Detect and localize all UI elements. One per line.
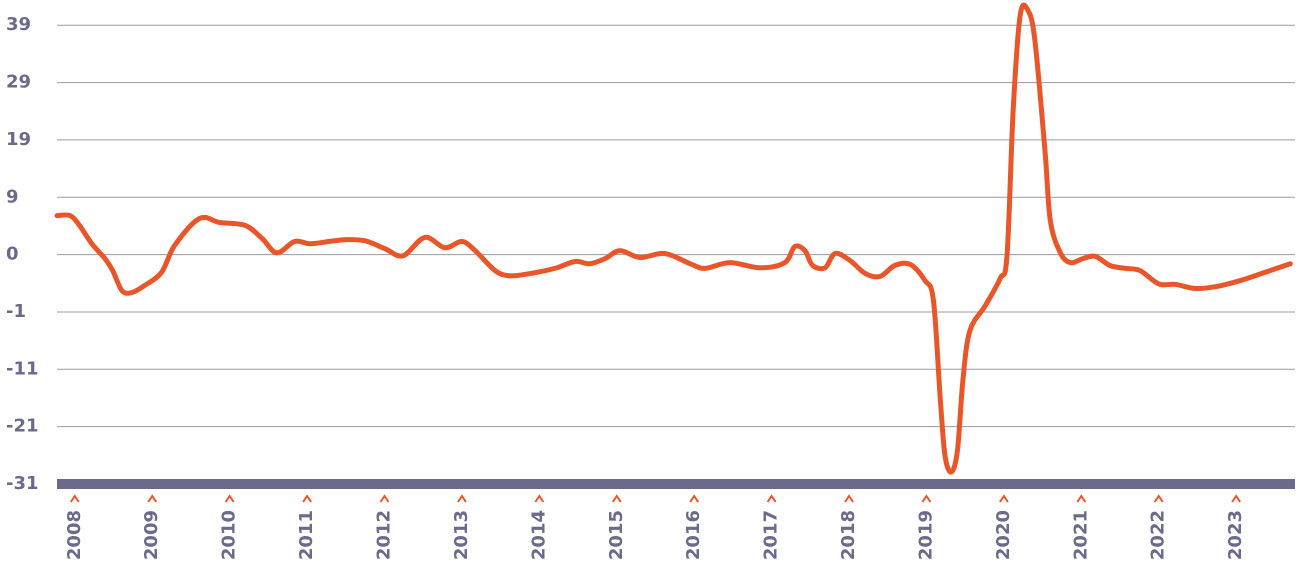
x-tick-mark	[999, 494, 1009, 503]
x-tick-mark	[844, 494, 854, 503]
x-tick-mark	[147, 494, 158, 503]
x-tick-mark	[534, 494, 545, 503]
x-tick-label: 2011	[296, 510, 317, 560]
x-tick-label: 2008	[64, 510, 85, 560]
x-tick-mark	[689, 494, 700, 503]
x-tick-label: 2019	[915, 510, 936, 560]
x-tick-mark	[921, 494, 932, 503]
y-tick-label: 29	[6, 72, 31, 93]
x-tick-label: 2023	[1225, 510, 1246, 560]
x-tick-label: 2018	[838, 510, 859, 560]
x-tick-label: 2010	[219, 510, 240, 560]
x-tick-mark	[457, 494, 467, 503]
x-tick-label: 2021	[1070, 510, 1091, 560]
x-tick-label: 2009	[141, 510, 162, 560]
x-tick-mark	[611, 494, 622, 503]
y-tick-label: -31	[6, 473, 39, 494]
x-tick-mark	[1231, 494, 1241, 503]
x-tick-mark	[69, 494, 80, 503]
y-tick-label: 19	[6, 129, 31, 150]
x-tick-label: 2014	[528, 510, 549, 560]
x-tick-mark	[766, 494, 777, 503]
x-tick-label: 2015	[606, 510, 627, 560]
y-tick-label: -21	[6, 416, 39, 437]
x-tick-label: 2013	[451, 510, 472, 560]
y-tick-label: 9	[6, 186, 19, 207]
y-tick-label: 0	[6, 244, 19, 265]
y-tick-label: 39	[6, 14, 31, 35]
x-tick-mark	[379, 494, 390, 503]
x-tick-mark	[1076, 494, 1087, 503]
x-tick-label: 2020	[993, 510, 1014, 560]
x-tick-mark	[224, 494, 235, 503]
x-tick-mark	[302, 494, 312, 503]
line	[54, 2, 1293, 475]
x-tick-mark	[1153, 494, 1164, 503]
y-tick-label: -1	[6, 301, 26, 322]
x-tick-label: 2022	[1148, 510, 1169, 560]
x-tick-label: 2012	[374, 510, 395, 560]
x-tick-label: 2017	[761, 510, 782, 560]
y-tick-label: -11	[6, 358, 39, 379]
x-tick-label: 2016	[683, 510, 704, 560]
